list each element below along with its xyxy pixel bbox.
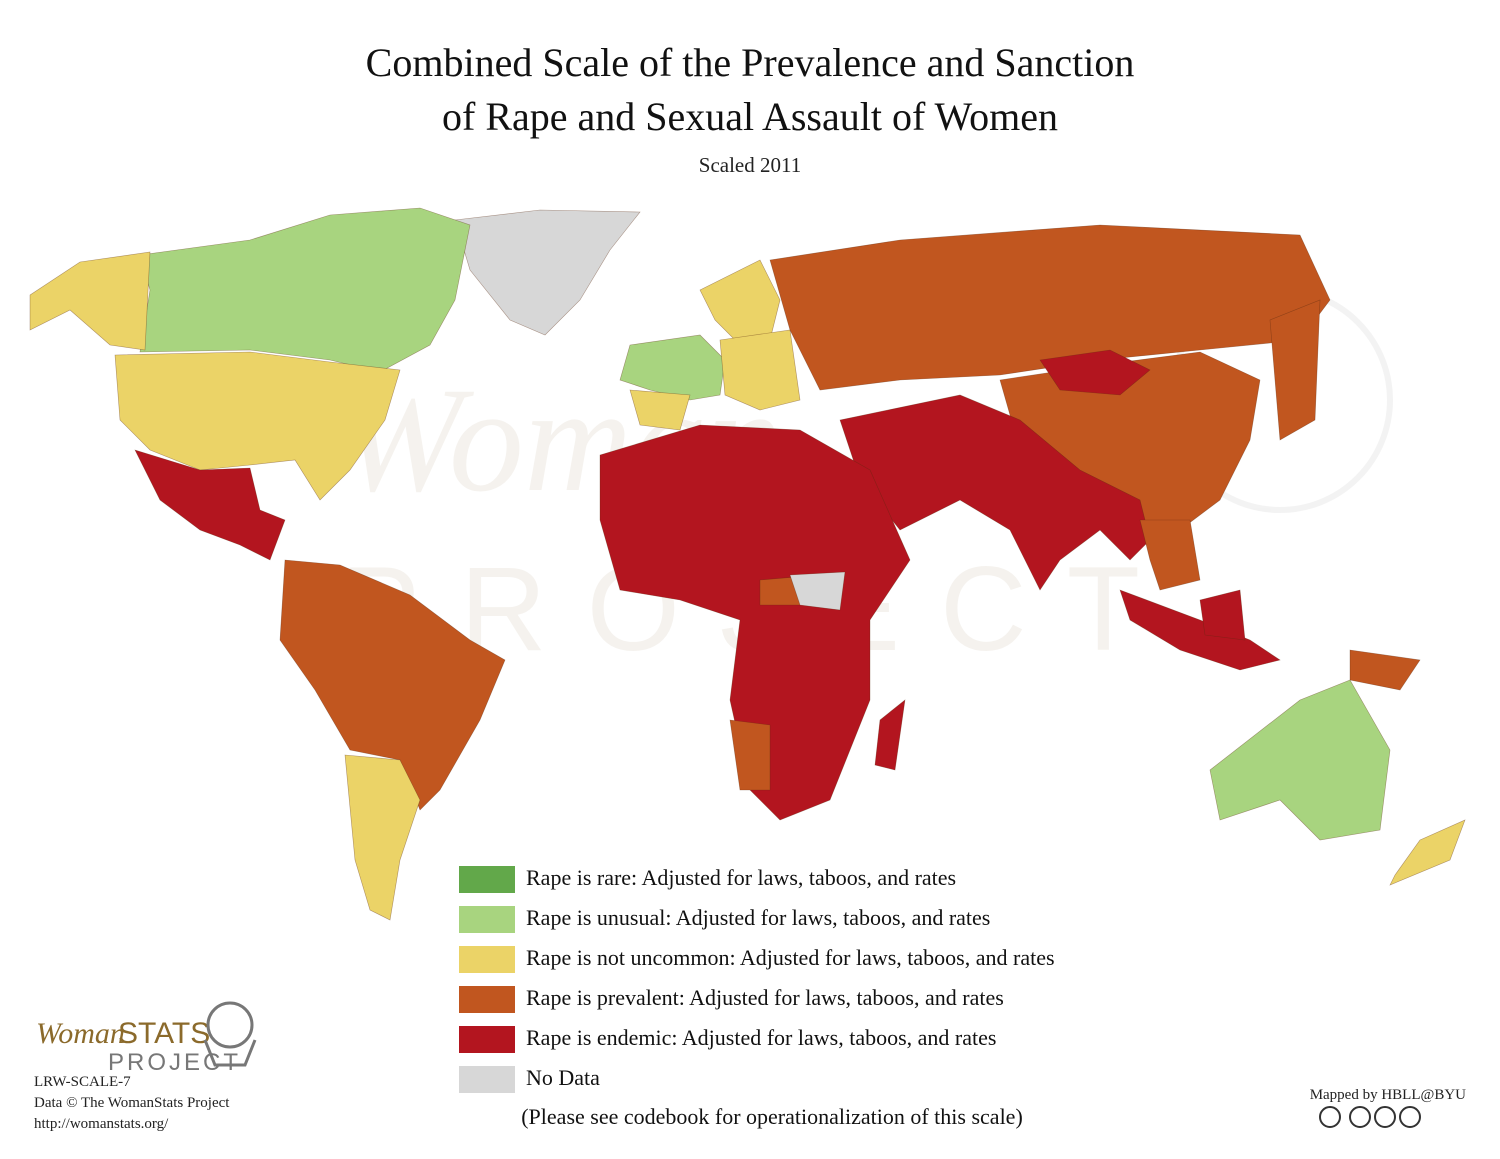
country-region [1199,589,1246,641]
country-region [719,329,801,411]
legend-swatch [459,1026,515,1053]
country-region [29,251,151,351]
logo-hands [203,1039,257,1067]
subtitle: Scaled 2011 [699,153,801,177]
country-region [344,754,421,921]
legend-swatch [459,866,515,893]
country-region [1389,819,1466,886]
country-region [789,571,846,611]
legend-label: Rape is prevalent: Adjusted for laws, ta… [526,985,1004,1010]
country-region [1039,349,1151,396]
legend-swatch [459,1066,515,1093]
code: LRW-SCALE-7 [34,1074,131,1090]
legend-label: Rape is rare: Adjusted for laws, taboos,… [526,865,956,890]
legend-label: Rape is not uncommon: Adjusted for laws,… [526,945,1055,970]
country-region [599,424,911,821]
country-region [139,207,471,373]
url: http://womanstats.org/ [34,1116,169,1132]
legend-label: Rape is unusual: Adjusted for laws, tabo… [526,905,990,930]
legend-swatch [459,906,515,933]
legend-label: No Data [526,1065,600,1090]
legend-note: (Please see codebook for operationalizat… [521,1104,1023,1129]
legend-swatch [459,946,515,973]
logo-word: STATS [118,1017,210,1050]
country-region [619,334,726,401]
title-line: of Rape and Sexual Assault of Women [442,94,1058,139]
legend-swatch [459,986,515,1013]
data-credit: Data © The WomanStats Project [34,1095,230,1111]
country-region [874,699,906,771]
country-region [454,209,641,336]
title-line: Combined Scale of the Prevalence and San… [366,40,1135,85]
country-region [114,351,401,501]
logo-globe [206,1001,254,1049]
legend: Rape is rare: Adjusted for laws, taboos,… [459,865,1055,1093]
country-region [729,719,771,791]
country-region [279,559,506,811]
legend-label: Rape is endemic: Adjusted for laws, tabo… [526,1025,996,1050]
country-region [1209,679,1391,841]
country-region [629,389,691,431]
country-region [769,224,1331,391]
logo-word: PROJECT [108,1049,241,1076]
country-region [839,394,1151,591]
logo-word: Woman [36,1017,125,1050]
country-region [1349,649,1421,691]
license-icons [1319,1106,1421,1128]
world-map [29,207,1466,921]
country-region [699,259,781,346]
country-region [134,449,286,561]
country-region [1269,299,1321,441]
mapped-by: Mapped by HBLL@BYU [1310,1087,1466,1103]
country-region [1139,519,1201,591]
